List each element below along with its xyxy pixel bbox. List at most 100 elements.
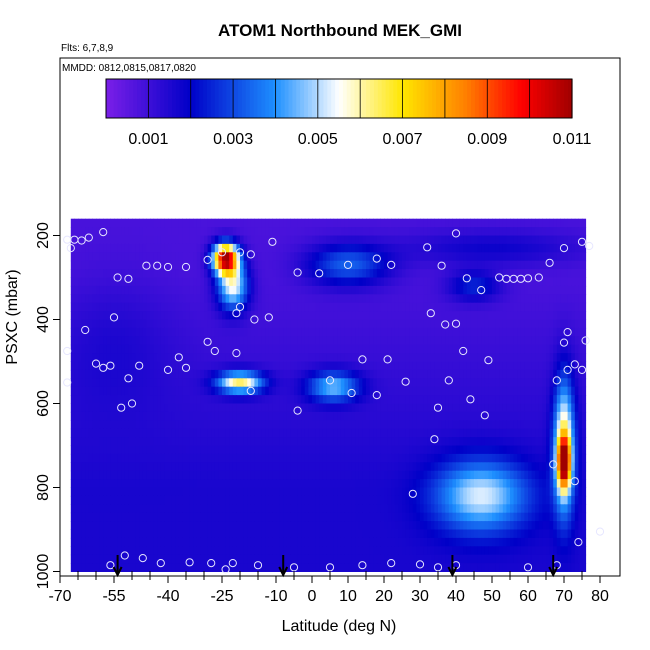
heatmap-cell [218, 285, 223, 295]
heatmap-cell [340, 411, 345, 421]
heatmap-cell [376, 294, 381, 304]
heatmap-cell [92, 260, 97, 270]
heatmap-cell [477, 445, 482, 455]
heatmap-cell [294, 285, 299, 295]
heatmap-cell [232, 361, 237, 371]
heatmap-cell [135, 495, 140, 505]
heatmap-cell [211, 319, 216, 329]
heatmap-cell [103, 445, 108, 455]
heatmap-cell [243, 495, 248, 505]
heatmap-cell [430, 479, 435, 488]
heatmap-cell [564, 311, 569, 320]
heatmap-cell [312, 218, 317, 228]
heatmap-cell [240, 395, 245, 404]
heatmap-cell [535, 420, 540, 430]
heatmap-cell [150, 495, 155, 505]
heatmap-cell [214, 495, 219, 505]
heatmap-cell [276, 243, 281, 253]
heatmap-cell [211, 420, 216, 430]
heatmap-cell [470, 411, 475, 421]
heatmap-cell [542, 437, 547, 446]
heatmap-cell [250, 453, 255, 463]
heatmap-cell [157, 285, 162, 295]
heatmap-cell [276, 420, 281, 430]
heatmap-cell [438, 479, 443, 488]
heatmap-cell [484, 411, 489, 421]
heatmap-cell [243, 269, 248, 278]
heatmap-cell [387, 495, 392, 505]
heatmap-cell [549, 361, 554, 371]
heatmap-cell [528, 395, 533, 404]
heatmap-cell [535, 403, 540, 413]
heatmap-cell [434, 479, 439, 488]
heatmap-cell [182, 386, 187, 396]
heatmap-cell [434, 311, 439, 320]
heatmap-cell [434, 453, 439, 463]
heatmap-cell [391, 453, 396, 463]
heatmap-cell [211, 353, 216, 362]
heatmap-cell [207, 361, 212, 371]
heatmap-cell [232, 437, 237, 446]
heatmap-cell [247, 311, 252, 320]
heatmap-cell [358, 487, 363, 497]
heatmap-cell [92, 470, 97, 480]
heatmap-cell [466, 470, 471, 480]
heatmap-cell [445, 336, 450, 346]
heatmap-cell [344, 235, 349, 245]
heatmap-cell [520, 227, 525, 236]
heatmap-cell [423, 227, 428, 236]
heatmap-cell [549, 395, 554, 404]
heatmap-cell [150, 411, 155, 421]
heatmap-cell [366, 395, 371, 404]
heatmap-cell [276, 353, 281, 362]
heatmap-cell [204, 243, 209, 253]
heatmap-cell [438, 269, 443, 278]
heatmap-cell [214, 462, 219, 472]
heatmap-cell [556, 386, 561, 396]
heatmap-cell [474, 479, 479, 488]
heatmap-cell [351, 294, 356, 304]
heatmap-cell [438, 420, 443, 430]
heatmap-cell [128, 218, 133, 228]
heatmap-cell [258, 395, 263, 404]
heatmap-cell [229, 411, 234, 421]
heatmap-cell [182, 411, 187, 421]
heatmap-cell [128, 470, 133, 480]
heatmap-cell [297, 344, 302, 354]
heatmap-cell [268, 336, 273, 346]
heatmap-cell [182, 487, 187, 497]
heatmap-cell [211, 487, 216, 497]
heatmap-cell [254, 428, 259, 438]
heatmap-cell [384, 369, 389, 379]
heatmap-cell [297, 277, 302, 287]
heatmap-cell [110, 302, 115, 312]
heatmap-cell [402, 495, 407, 505]
heatmap-cell [402, 403, 407, 413]
heatmap-cell [531, 353, 536, 362]
heatmap-cell [315, 361, 320, 371]
heatmap-cell [369, 437, 374, 446]
heatmap-cell [121, 269, 126, 278]
heatmap-cell [560, 462, 565, 472]
heatmap-cell [247, 302, 252, 312]
heatmap-cell [175, 395, 180, 404]
heatmap-cell [322, 294, 327, 304]
heatmap-cell [106, 420, 111, 430]
heatmap-cell [81, 437, 86, 446]
heatmap-cell [254, 403, 259, 413]
heatmap-cell [70, 378, 75, 388]
heatmap-cell [528, 243, 533, 253]
heatmap-cell [344, 445, 349, 455]
heatmap-cell [391, 479, 396, 488]
heatmap-cell [142, 386, 147, 396]
heatmap-cell [92, 445, 97, 455]
heatmap-cell [567, 269, 572, 278]
heatmap-cell [99, 403, 104, 413]
heatmap-cell [132, 386, 137, 396]
heatmap-cell [564, 277, 569, 287]
heatmap-cell [96, 327, 101, 337]
colorbar-tick-label: 0.005 [298, 131, 338, 148]
heatmap-cell [535, 437, 540, 446]
heatmap-cell [546, 411, 551, 421]
heatmap-cell [380, 378, 385, 388]
